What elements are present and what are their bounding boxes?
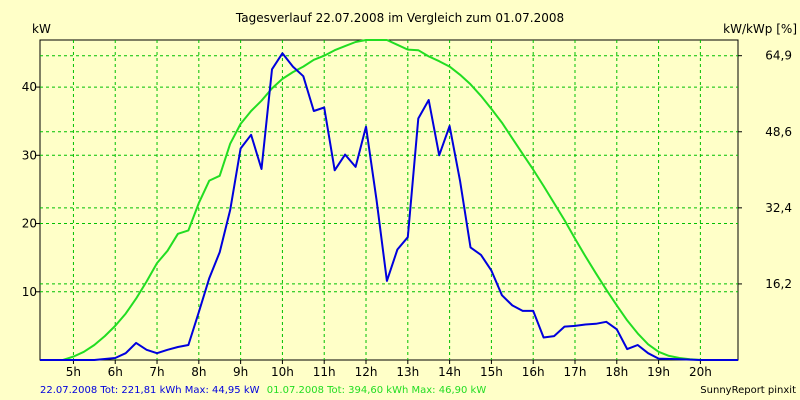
footer-summary: 22.07.2008 Tot: 221,81 kWh Max: 44,95 kW… [40, 385, 486, 396]
y-axis-label-right: kW/kWp [%] [723, 22, 797, 36]
x-tick-label: 9h [233, 365, 248, 379]
x-tick-label: 12h [355, 365, 378, 379]
footer-credit: SunnyReport pinxit [700, 385, 796, 396]
x-tick-label: 20h [689, 365, 712, 379]
series-lines [40, 39, 738, 361]
x-tick-label: 19h [647, 365, 670, 379]
y-tick-label-right: 32,4 [765, 201, 792, 215]
x-tick-label: 13h [396, 365, 419, 379]
footer-series2-stats: 01.07.2008 Tot: 394,60 kWh Max: 46,90 kW [267, 385, 487, 396]
plot-frame [39, 39, 739, 361]
y-axis-label-left: kW [32, 22, 51, 36]
y-axis-ticks-right: 16,2 32,4 48,6 64,9 [738, 49, 792, 291]
y-tick-label-left: 40 [22, 80, 37, 94]
x-tick-label: 16h [522, 365, 545, 379]
y-tick-label-right: 48,6 [765, 125, 792, 139]
chart-title: Tagesverlauf 22.07.2008 im Vergleich zum… [235, 11, 564, 25]
plot-area [39, 39, 739, 361]
y-tick-label-left: 20 [22, 217, 37, 231]
x-tick-label: 17h [564, 365, 587, 379]
x-tick-label: 7h [149, 365, 164, 379]
x-tick-label: 14h [438, 365, 461, 379]
x-tick-label: 11h [313, 365, 336, 379]
y-tick-label-left: 10 [22, 285, 37, 299]
series-line-green [40, 39, 738, 361]
x-tick-label: 6h [108, 365, 123, 379]
x-tick-label: 15h [480, 365, 503, 379]
y-tick-label-right: 16,2 [765, 277, 792, 291]
x-tick-label: 8h [191, 365, 206, 379]
footer-series1-stats: 22.07.2008 Tot: 221,81 kWh Max: 44,95 kW [40, 385, 260, 396]
x-tick-label: 5h [66, 365, 81, 379]
y-axis-ticks-left: 10 20 30 40 [22, 80, 40, 299]
x-axis-ticks: 5h 6h 7h 8h 9h 10h 11h 12h 13h 14h 15h 16h 17h 18h 19h… [66, 360, 712, 379]
y-tick-label-left: 30 [22, 148, 37, 162]
x-tick-label: 10h [271, 365, 294, 379]
y-tick-label-right: 64,9 [765, 49, 792, 63]
x-tick-label: 18h [605, 365, 628, 379]
series-line-blue [40, 52, 738, 361]
